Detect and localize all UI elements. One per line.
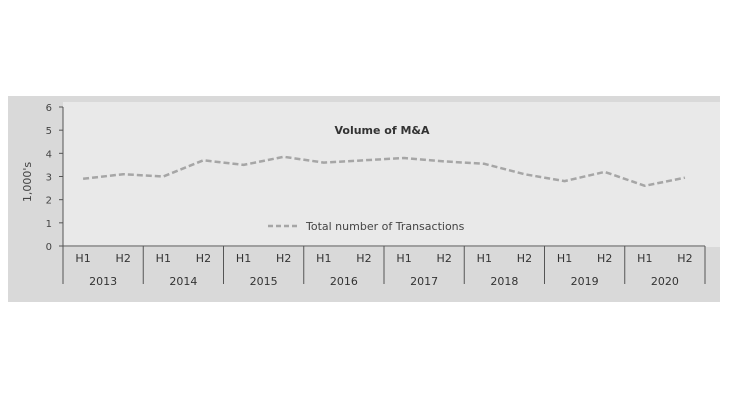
x-tick-label: H2 (276, 252, 291, 265)
y-tick-label: 4 (46, 149, 52, 160)
x-group-label: 2018 (490, 275, 518, 288)
x-tick-label: H2 (356, 252, 371, 265)
series-layer (82, 155, 686, 188)
data-point (683, 176, 686, 179)
x-tick-label: H2 (517, 252, 532, 265)
data-point (282, 155, 285, 158)
chart-title: Volume of M&A (334, 124, 430, 137)
x-tick-label: H2 (196, 252, 211, 265)
data-point (82, 177, 85, 180)
data-point (122, 173, 125, 176)
x-group-label: 2020 (651, 275, 679, 288)
x-tick-label: H1 (557, 252, 572, 265)
data-point (603, 170, 606, 173)
x-tick-label: H2 (116, 252, 131, 265)
y-tick-label: 3 (46, 173, 52, 184)
data-point (202, 159, 205, 162)
x-tick-label: H1 (75, 252, 90, 265)
data-point (443, 160, 446, 163)
x-tick-label: H1 (236, 252, 251, 265)
data-point (563, 180, 566, 183)
data-point (242, 163, 245, 166)
y-tick-label: 5 (46, 126, 52, 137)
y-tick-label: 0 (46, 242, 52, 253)
x-group-label: 2015 (250, 275, 278, 288)
x-tick-label: H1 (156, 252, 171, 265)
x-tick-label: H2 (677, 252, 692, 265)
y-tick-label: 6 (46, 103, 52, 114)
x-group-label: 2013 (89, 275, 117, 288)
x-group-label: 2016 (330, 275, 358, 288)
data-point (643, 184, 646, 187)
data-point (162, 175, 165, 178)
x-group-label: 2019 (571, 275, 599, 288)
x-tick-label: H2 (597, 252, 612, 265)
y-axis-label: 1,000's (21, 162, 34, 203)
x-tick-label: H1 (316, 252, 331, 265)
x-group-label: 2017 (410, 275, 438, 288)
x-tick-label: H1 (477, 252, 492, 265)
y-axis: 0 1 2 3 4 5 6 (46, 103, 64, 253)
series-line (82, 155, 686, 188)
y-tick-label: 2 (46, 196, 52, 207)
x-axis: 2013 2014 2015 2016 2017 2018 2019 2020 H1 H2 H1 H2… (62, 245, 706, 288)
legend: Total number of Transactions (268, 220, 465, 233)
data-point (322, 161, 325, 164)
data-point (362, 159, 365, 162)
data-point (403, 156, 406, 159)
x-tick-label: H2 (437, 252, 452, 265)
x-group-label: 2014 (169, 275, 197, 288)
y-tick-label: 1 (46, 219, 52, 230)
x-tick-label: H1 (396, 252, 411, 265)
data-point (523, 173, 526, 176)
x-tick-label: H1 (637, 252, 652, 265)
legend-label: Total number of Transactions (305, 220, 465, 233)
data-point (483, 162, 486, 165)
